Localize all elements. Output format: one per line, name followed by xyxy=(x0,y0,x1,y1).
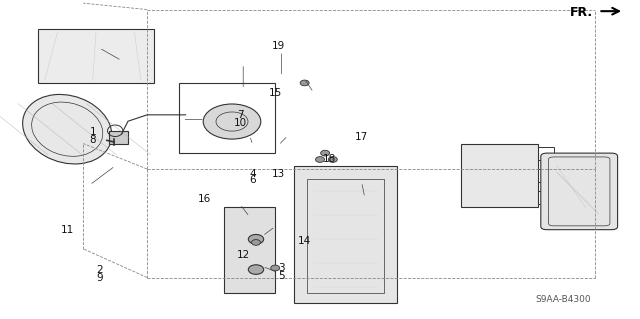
Text: 15: 15 xyxy=(269,87,282,98)
Text: 17: 17 xyxy=(355,132,368,142)
Text: 18: 18 xyxy=(323,154,336,165)
Text: 2: 2 xyxy=(96,264,102,275)
Text: 16: 16 xyxy=(198,194,211,204)
Text: 12: 12 xyxy=(237,250,250,260)
Ellipse shape xyxy=(248,265,264,274)
FancyBboxPatch shape xyxy=(461,144,538,207)
Text: 6: 6 xyxy=(250,175,256,185)
FancyBboxPatch shape xyxy=(541,153,618,230)
Text: 7: 7 xyxy=(237,110,243,120)
Text: FR.: FR. xyxy=(570,6,593,19)
Polygon shape xyxy=(224,207,275,293)
Polygon shape xyxy=(38,29,154,83)
Text: 11: 11 xyxy=(61,225,74,235)
Ellipse shape xyxy=(22,94,112,164)
Text: 14: 14 xyxy=(298,236,310,246)
Text: 3: 3 xyxy=(278,263,285,273)
Ellipse shape xyxy=(316,157,324,162)
Text: S9AA-B4300: S9AA-B4300 xyxy=(536,295,591,304)
Ellipse shape xyxy=(271,265,280,271)
Ellipse shape xyxy=(321,150,330,156)
FancyBboxPatch shape xyxy=(109,131,128,144)
Ellipse shape xyxy=(248,234,264,244)
Text: 5: 5 xyxy=(278,271,285,281)
Text: 8: 8 xyxy=(90,135,96,145)
Text: 1: 1 xyxy=(90,127,96,137)
Text: 19: 19 xyxy=(272,41,285,51)
Ellipse shape xyxy=(204,104,261,139)
Text: 10: 10 xyxy=(234,118,246,128)
Text: 13: 13 xyxy=(272,169,285,179)
Ellipse shape xyxy=(328,157,337,162)
Text: 4: 4 xyxy=(250,169,256,179)
Text: 9: 9 xyxy=(96,272,102,283)
Ellipse shape xyxy=(252,240,260,245)
Ellipse shape xyxy=(300,80,309,86)
Polygon shape xyxy=(294,166,397,303)
